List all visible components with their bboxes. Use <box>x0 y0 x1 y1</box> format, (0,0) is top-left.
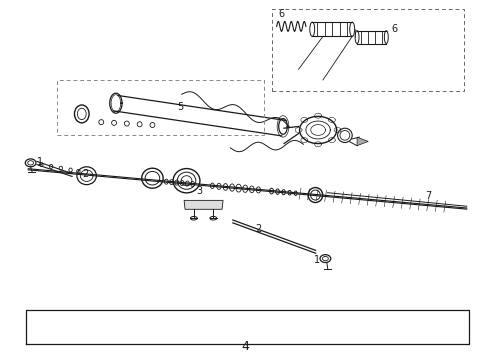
Text: 1: 1 <box>36 157 43 167</box>
Text: 7: 7 <box>425 190 432 201</box>
Text: 6: 6 <box>278 9 284 19</box>
Polygon shape <box>357 137 368 146</box>
Text: 4: 4 <box>241 340 249 353</box>
Text: 6: 6 <box>391 24 397 34</box>
Text: 2: 2 <box>82 170 88 180</box>
Polygon shape <box>184 201 223 209</box>
Text: 5: 5 <box>177 102 183 112</box>
Text: 1: 1 <box>314 255 320 265</box>
Text: 2: 2 <box>256 224 262 234</box>
Text: 3: 3 <box>196 185 202 195</box>
